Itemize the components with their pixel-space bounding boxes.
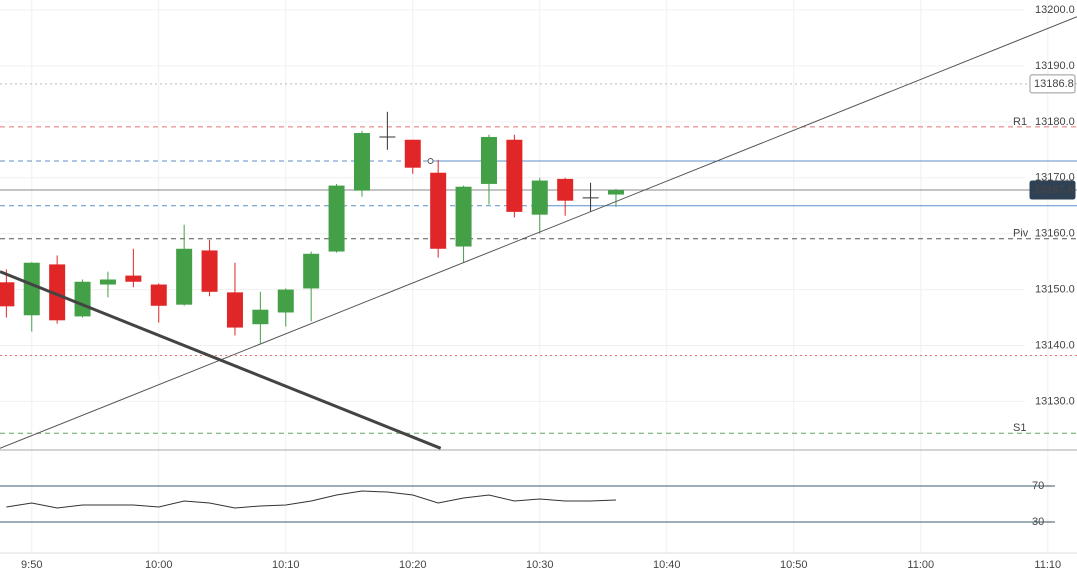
trendline xyxy=(0,270,442,450)
candle-body xyxy=(557,178,574,201)
rsi-line xyxy=(6,490,616,509)
candle-body xyxy=(252,309,269,325)
x-tick-label: 10:00 xyxy=(145,559,173,571)
trendline xyxy=(0,16,1077,449)
candle-body xyxy=(176,248,193,305)
y-tick-label: 13180.0 xyxy=(1035,116,1075,128)
y-tick-label: 13160.0 xyxy=(1035,228,1075,240)
candle-body xyxy=(607,190,624,195)
candle-body xyxy=(303,253,320,289)
candle-body xyxy=(201,250,218,292)
candle-body xyxy=(150,284,167,306)
y-tick-label: 13140.0 xyxy=(1035,339,1075,351)
level-label: R1 xyxy=(1013,116,1027,128)
x-tick-label: 9:50 xyxy=(21,559,42,571)
x-tick-label: 11:10 xyxy=(1034,559,1061,571)
x-tick-label: 10:10 xyxy=(272,559,300,571)
level-label: Piv xyxy=(1013,228,1029,240)
price-marker-label: 13167.8 xyxy=(1034,184,1074,196)
rsi-tick-label: 70 xyxy=(1032,480,1044,492)
price-marker-label: 13186.8 xyxy=(1034,78,1074,90)
candle-body xyxy=(74,281,91,317)
y-tick-label: 13150.0 xyxy=(1035,283,1075,295)
x-tick-label: 10:40 xyxy=(653,559,681,571)
candle-body xyxy=(404,139,421,168)
candle-body xyxy=(277,289,294,313)
level-marker xyxy=(427,157,434,164)
candle-body xyxy=(506,139,523,212)
candle-body xyxy=(455,186,472,247)
x-tick-label: 10:20 xyxy=(399,559,427,571)
y-tick-label: 13200.0 xyxy=(1035,4,1075,16)
candle-body xyxy=(226,292,243,328)
x-tick-label: 11:00 xyxy=(907,559,934,571)
x-tick-label: 10:30 xyxy=(526,559,554,571)
candle-body xyxy=(430,172,447,249)
price-marker-box xyxy=(1029,74,1076,94)
candle-body xyxy=(49,264,66,321)
candle-body xyxy=(0,282,15,307)
candle-body xyxy=(480,136,497,184)
y-tick-label: 13190.0 xyxy=(1035,60,1075,72)
y-tick-label: 13130.0 xyxy=(1035,395,1075,407)
candle-body xyxy=(99,279,116,285)
candle-body xyxy=(125,275,142,282)
candle-body xyxy=(531,180,548,215)
level-label: S1 xyxy=(1013,422,1026,434)
candle-body xyxy=(328,185,345,252)
candle-body xyxy=(23,262,40,316)
rsi-tick-label: 30 xyxy=(1032,516,1044,528)
price-marker-box xyxy=(1029,180,1076,200)
candle-body xyxy=(353,133,370,191)
x-tick-label: 10:50 xyxy=(780,559,808,571)
